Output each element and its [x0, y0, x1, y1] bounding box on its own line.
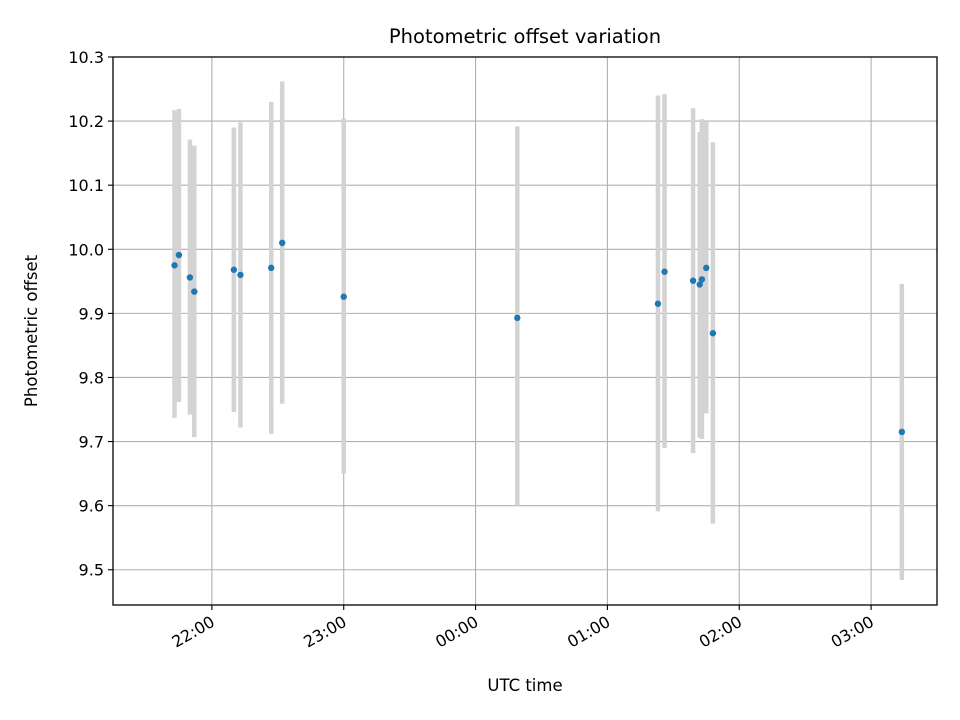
- data-point: [898, 428, 906, 436]
- y-tick-label: 9.9: [79, 304, 104, 323]
- data-point: [237, 271, 244, 279]
- y-tick-label: 10.2: [68, 112, 104, 131]
- data-point: [186, 274, 194, 281]
- data-point: [698, 276, 706, 283]
- data-points: [171, 239, 906, 436]
- data-point: [191, 288, 198, 295]
- y-tick-label: 10.1: [68, 176, 104, 195]
- y-tick-label: 10.0: [68, 240, 104, 259]
- data-point: [689, 277, 697, 284]
- y-tick-label: 10.3: [68, 48, 104, 67]
- data-point: [696, 281, 703, 288]
- data-point: [703, 264, 710, 272]
- y-axis-ticks: 9.5 9.6 9.7 9.8 9.9 10.0 10.1 10.2 10.3: [68, 48, 113, 580]
- y-axis-title: Photometric offset: [22, 254, 41, 407]
- data-point: [175, 251, 183, 259]
- data-point: [268, 264, 275, 272]
- x-axis-title: UTC time: [487, 676, 562, 695]
- grid-lines: [113, 56, 937, 605]
- plot-frame: [112, 56, 938, 606]
- y-tick-label: 9.6: [79, 497, 104, 516]
- data-point: [171, 262, 178, 269]
- y-tick-label: 9.7: [79, 433, 104, 452]
- data-point: [278, 239, 286, 247]
- data-point: [661, 268, 668, 275]
- data-point: [230, 266, 238, 273]
- y-tick-label: 9.8: [79, 368, 104, 387]
- chart-title: Photometric offset variation: [389, 25, 661, 48]
- data-point: [514, 314, 521, 322]
- data-point: [709, 330, 717, 337]
- data-point: [340, 293, 347, 300]
- data-point: [654, 300, 662, 307]
- y-tick-label: 9.5: [79, 561, 104, 580]
